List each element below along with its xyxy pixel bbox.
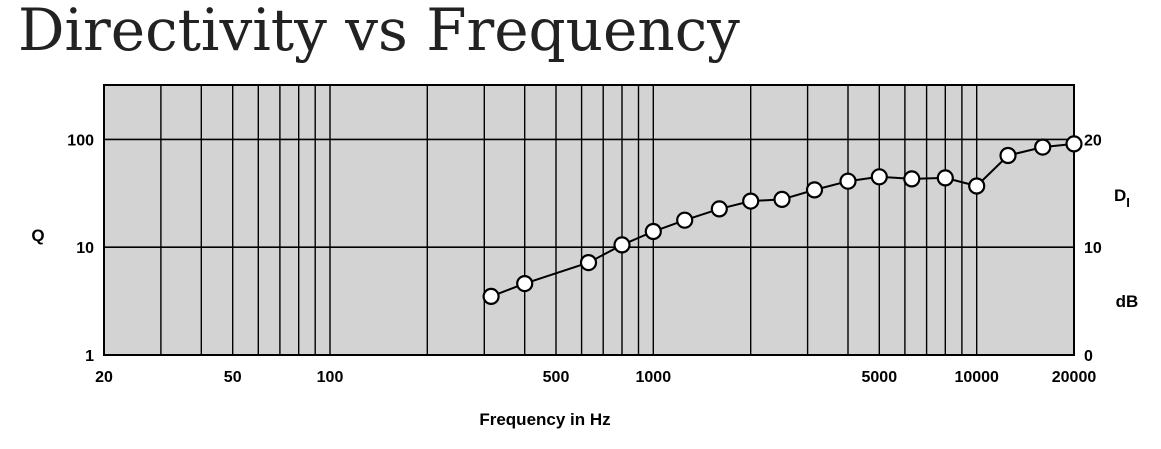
data-point <box>482 287 500 305</box>
chart-title: Directivity vs Frequency <box>18 0 740 64</box>
data-point <box>742 192 760 210</box>
right-y-axis-label: DI <box>1114 186 1130 210</box>
plot-area <box>104 85 1074 355</box>
y-tick-label: 10 <box>76 240 94 257</box>
right-y-tick-label: 10 <box>1084 240 1102 257</box>
x-tick-label: 1000 <box>636 369 672 386</box>
data-point <box>710 200 728 218</box>
data-point <box>968 177 986 195</box>
right-y-axis-label-main: D <box>1114 186 1126 205</box>
data-point <box>1065 135 1083 153</box>
series-group <box>482 135 1083 305</box>
y-axis-label: Q <box>31 226 44 245</box>
data-point <box>870 168 888 186</box>
y-tick-label: 100 <box>67 132 94 149</box>
x-tick-label: 50 <box>224 369 242 386</box>
x-tick-label: 10000 <box>954 369 999 386</box>
data-point <box>805 181 824 199</box>
grid-lines <box>104 85 1074 355</box>
data-point <box>613 236 631 254</box>
data-point <box>773 190 791 208</box>
data-point <box>516 275 534 293</box>
x-tick-label: 5000 <box>862 369 898 386</box>
data-point <box>903 170 921 188</box>
x-tick-label: 20 <box>95 369 113 386</box>
right-y-tick-label: 0 <box>1084 348 1093 365</box>
x-axis-label: Frequency in Hz <box>479 410 610 429</box>
data-point <box>1034 138 1052 156</box>
y-tick-labels: 1 10 100 <box>67 132 94 365</box>
x-tick-labels: 20 50 100 500 1000 5000 10000 20000 <box>95 369 1096 386</box>
right-y-axis-unit: dB <box>1116 292 1139 311</box>
data-point <box>644 222 662 241</box>
data-point <box>999 146 1017 165</box>
right-y-tick-labels: 0 10 20 <box>1084 132 1102 365</box>
x-tick-label: 20000 <box>1052 369 1097 386</box>
plot-frame <box>103 84 1075 356</box>
right-y-axis-label-sub: I <box>1126 195 1130 210</box>
data-point <box>579 254 598 272</box>
x-tick-label: 100 <box>317 369 344 386</box>
data-point <box>676 211 694 229</box>
data-point <box>839 172 857 190</box>
data-point <box>936 169 954 187</box>
y-tick-label: 1 <box>85 348 94 365</box>
right-y-tick-label: 20 <box>1084 132 1102 149</box>
x-tick-label: 500 <box>543 369 570 386</box>
